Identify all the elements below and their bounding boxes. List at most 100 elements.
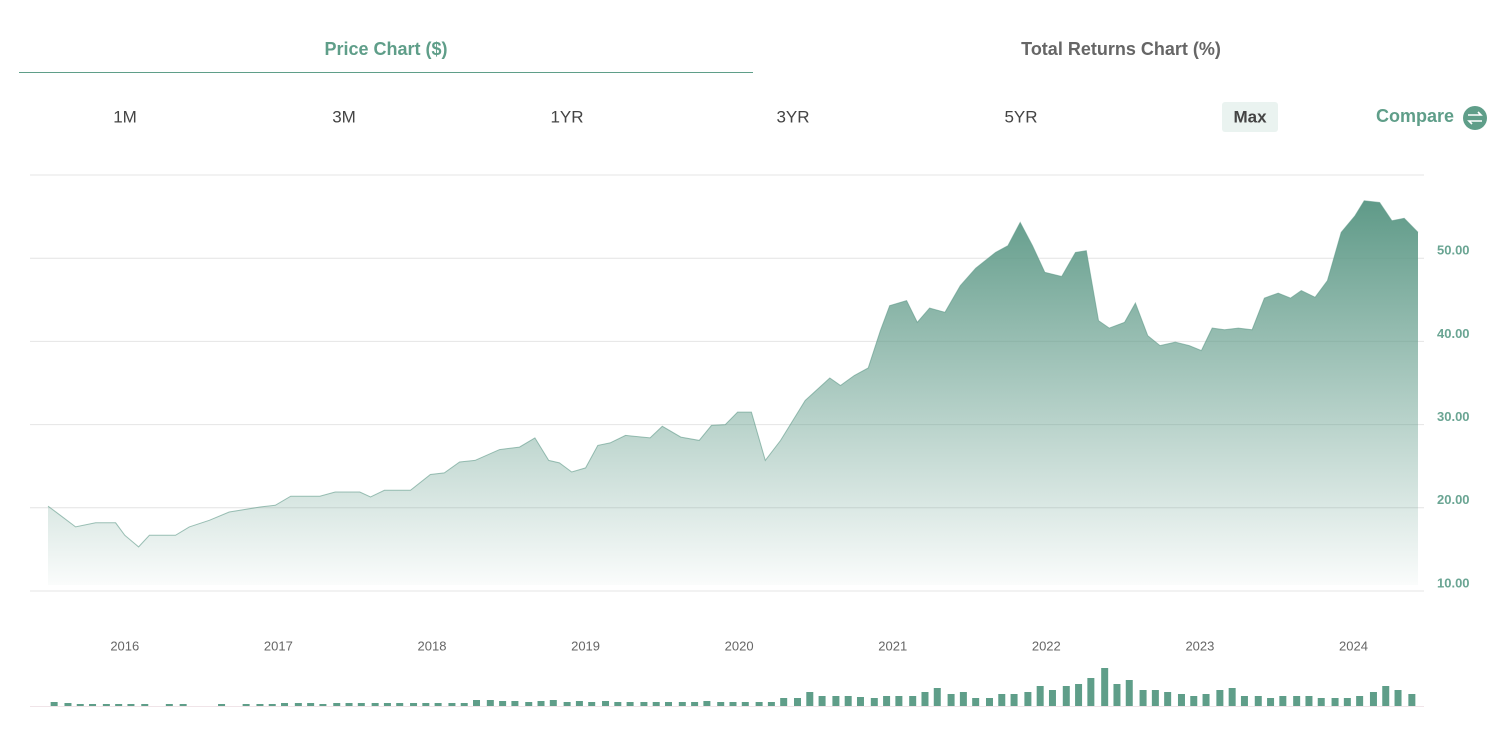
y-tick-label: 20.00 (1437, 492, 1470, 507)
volume-bar (998, 694, 1006, 706)
volume-bar (794, 698, 802, 706)
plot: 10.00 20.00 30.00 40.00 50.00 2016 2017 2018 201… (30, 174, 1470, 707)
volume-bar (856, 697, 864, 706)
x-tick-label: 2018 (418, 638, 447, 653)
volume-bar (333, 703, 341, 706)
volume-bar (640, 702, 648, 706)
volume-bar (549, 700, 557, 706)
volume-bar (1240, 696, 1248, 706)
range-button[interactable]: Max (1233, 107, 1267, 126)
tab-label[interactable]: Total Returns Chart (%) (1021, 39, 1221, 59)
volume-bar (294, 703, 302, 706)
volume-bar (1369, 692, 1377, 706)
volume-bar (396, 703, 404, 706)
volume-bar (909, 696, 917, 706)
compare-button[interactable]: Compare (1376, 106, 1487, 130)
compare-label[interactable]: Compare (1376, 106, 1454, 126)
volume-bar (652, 702, 660, 706)
volume-bar (959, 692, 967, 706)
volume-bar (1305, 696, 1313, 706)
volume-bar (218, 704, 226, 706)
range-button[interactable]: 3M (332, 107, 356, 126)
volume-bar (410, 703, 418, 706)
volume-bar (64, 703, 72, 706)
volume-bar (473, 700, 481, 706)
volume-bar (537, 701, 545, 706)
volume-bar (1279, 696, 1287, 706)
volume-bar (1382, 686, 1390, 706)
volume-bar (1267, 698, 1275, 706)
volume-bar (1228, 688, 1236, 706)
compare-arrows (1467, 111, 1483, 125)
volume-bar (448, 703, 456, 706)
volume-bar (1164, 692, 1172, 706)
y-tick-label: 10.00 (1437, 575, 1470, 590)
volume-bar (1139, 690, 1147, 706)
volume-bar (1356, 696, 1364, 706)
x-tick-label: 2023 (1185, 638, 1214, 653)
volume-bar (678, 702, 686, 706)
volume-bar (691, 702, 699, 706)
volume-bar (626, 702, 634, 706)
x-tick-label: 2016 (110, 638, 139, 653)
volume-bar (499, 701, 507, 706)
volume-bar (371, 703, 379, 706)
range-button[interactable]: 1M (113, 107, 137, 126)
volume-bar (1036, 686, 1044, 706)
volume-bar (256, 704, 264, 706)
volume-bar (870, 698, 878, 706)
volume-bar (422, 703, 430, 706)
volume-bar (614, 702, 622, 706)
volume-bar (1408, 694, 1416, 706)
y-tick-label: 40.00 (1437, 326, 1470, 341)
range-selected-bg[interactable] (1222, 102, 1278, 132)
volume-bar (895, 696, 903, 706)
volume-bar (703, 701, 711, 706)
volume-bar (268, 704, 276, 706)
tab-label[interactable]: Price Chart ($) (324, 39, 447, 59)
compare-icon[interactable] (1463, 106, 1487, 130)
x-tick-label: 2024 (1339, 638, 1368, 653)
x-tick-label: 2020 (725, 638, 754, 653)
volume-bar (1062, 686, 1070, 706)
volume-bar (179, 704, 187, 706)
volume-bar (1293, 696, 1301, 706)
volume-bar (1317, 698, 1325, 706)
volume-bar (307, 703, 315, 706)
volume-bar (165, 704, 173, 706)
range-button[interactable]: 1YR (550, 107, 583, 126)
volume-bar (780, 698, 788, 706)
volume-bar (383, 703, 391, 706)
volume-bar (1343, 698, 1351, 706)
volume-bar (588, 702, 596, 706)
volume-bar (818, 696, 826, 706)
volume-bar (1394, 690, 1402, 706)
volume-bar (741, 702, 749, 706)
volume-bar (525, 702, 533, 706)
volume-bar (1254, 696, 1262, 706)
volume-bar (281, 703, 289, 706)
volume-bar (933, 688, 941, 706)
volume-bar (1101, 668, 1109, 706)
volume-bar (844, 696, 852, 706)
volume-bar (1331, 698, 1339, 706)
volume-bar (563, 702, 571, 706)
volume-bar (1190, 696, 1198, 706)
volume-bar (460, 703, 468, 706)
volume-bar (345, 703, 353, 706)
range-button[interactable]: 3YR (776, 107, 809, 126)
volume-bar (89, 704, 97, 706)
volume-bar (921, 692, 929, 706)
volume-bar (1024, 692, 1032, 706)
price-line (47, 200, 1419, 548)
volume-bar (434, 703, 442, 706)
volume-bar (319, 704, 327, 706)
volume-bar (486, 700, 494, 706)
volume-bar (729, 702, 737, 706)
volume-bar (127, 704, 135, 706)
volume-bar (141, 704, 149, 706)
volume-bar (1125, 680, 1133, 706)
range-button[interactable]: 5YR (1004, 107, 1037, 126)
volume-bar (664, 702, 672, 706)
volume-bar (511, 701, 519, 706)
